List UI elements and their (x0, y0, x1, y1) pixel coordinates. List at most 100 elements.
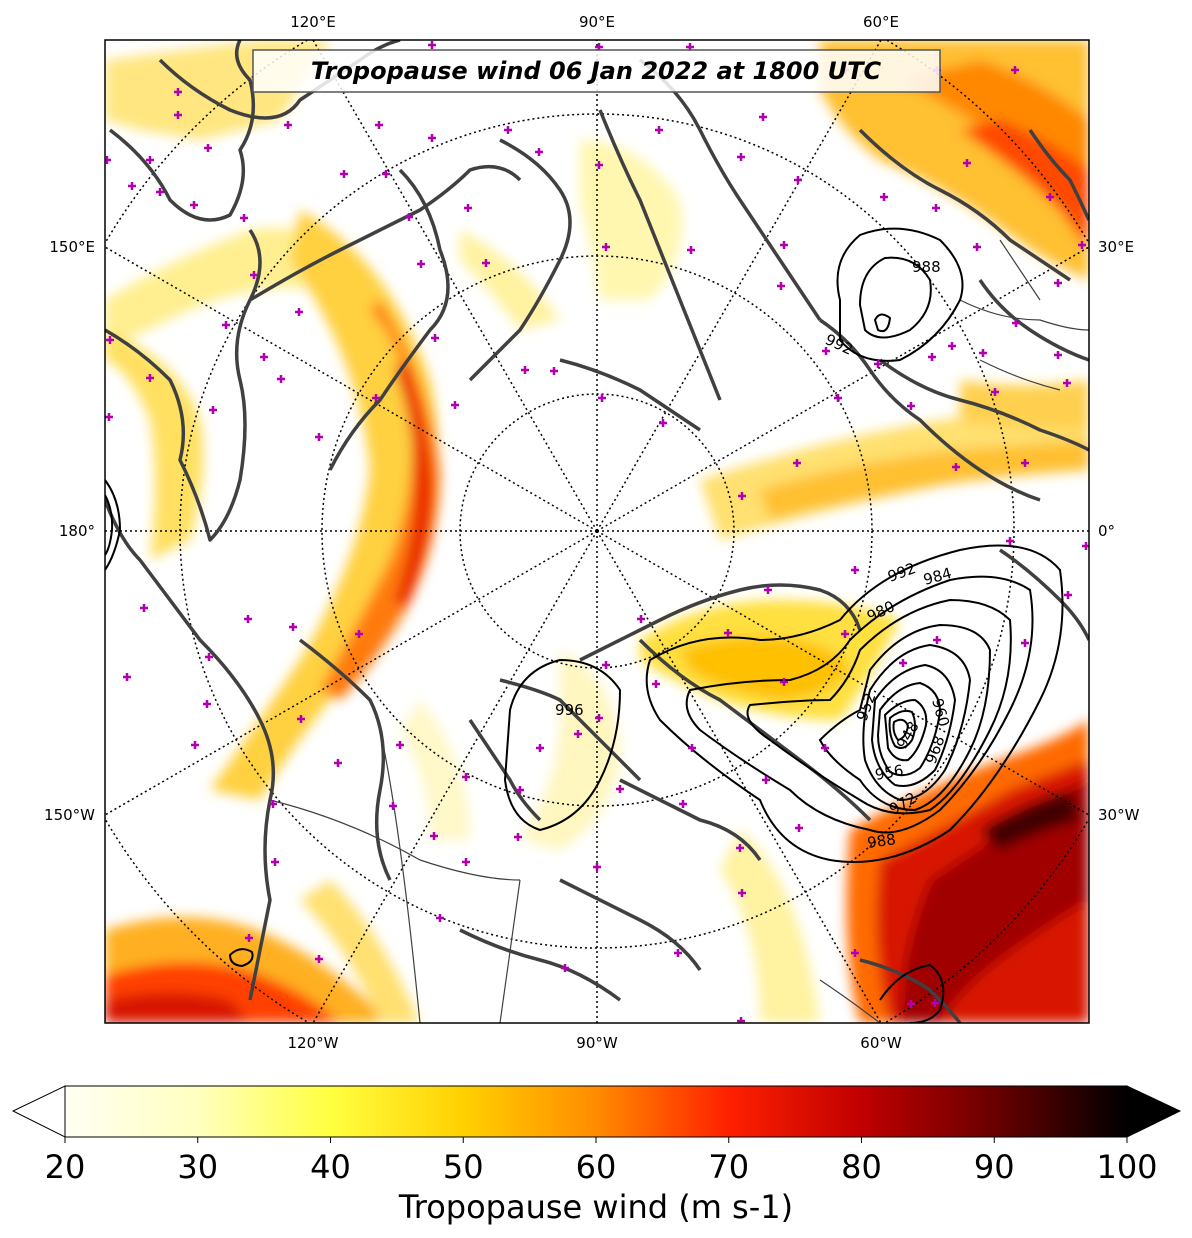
station-marker (462, 773, 470, 781)
longitude-labels: 120°E 90°E 60°E 120°W 90°W 60°W 150°E 18… (44, 13, 1140, 1052)
station-marker (482, 259, 490, 267)
station-marker (372, 394, 380, 402)
colorbar-tick-label: 70 (708, 1148, 749, 1186)
station-marker (931, 999, 939, 1007)
lon-label-bottom: 120°W (288, 1034, 339, 1052)
lon-label-top: 120°E (290, 13, 336, 31)
station-marker (536, 744, 544, 752)
station-marker (382, 170, 390, 178)
station-marker (417, 260, 425, 268)
station-marker (736, 844, 744, 852)
station-marker (260, 353, 268, 361)
station-marker (240, 214, 248, 222)
station-marker (561, 964, 569, 972)
lon-label-right: 30°E (1098, 238, 1134, 256)
station-marker (191, 741, 199, 749)
station-marker (250, 271, 258, 279)
map-title: Tropopause wind 06 Jan 2022 at 1800 UTC (252, 49, 941, 93)
station-marker (128, 182, 136, 190)
station-marker (105, 413, 113, 421)
station-marker (687, 246, 695, 254)
station-marker (674, 949, 682, 957)
station-marker (822, 347, 830, 355)
station-marker (271, 858, 279, 866)
station-marker (1021, 639, 1029, 647)
station-marker (504, 126, 512, 134)
station-marker (602, 661, 610, 669)
station-marker (907, 1000, 915, 1008)
station-marker (963, 159, 971, 167)
station-marker (724, 629, 732, 637)
station-marker (464, 204, 472, 212)
station-marker (932, 204, 940, 212)
station-marker (851, 566, 859, 574)
station-marker (289, 623, 297, 631)
station-marker (574, 730, 582, 738)
station-marker (1054, 351, 1062, 359)
lon-label-left: 150°W (44, 806, 95, 824)
station-marker (516, 786, 524, 794)
lon-label-top: 60°E (863, 13, 899, 31)
contour-label: 956 (874, 761, 905, 784)
station-marker (821, 744, 829, 752)
station-marker (764, 586, 772, 594)
station-marker (795, 824, 803, 832)
station-marker (973, 243, 981, 251)
meridian-lines (105, 40, 1089, 1023)
station-marker (396, 741, 404, 749)
title-text: Tropopause wind 06 Jan 2022 at 1800 UTC (311, 57, 882, 85)
colorbar-tick-label: 40 (310, 1148, 351, 1186)
station-marker (737, 1017, 745, 1023)
station-marker (1006, 537, 1014, 545)
station-marker (880, 193, 888, 201)
station-marker (535, 148, 543, 156)
lon-label-right: 0° (1098, 522, 1115, 540)
station-marker (1078, 241, 1086, 249)
station-marker (738, 492, 746, 500)
station-marker (655, 126, 663, 134)
station-marker (123, 673, 131, 681)
lon-label-bottom: 90°W (576, 1034, 618, 1052)
station-marker (146, 156, 154, 164)
station-marker (933, 636, 941, 644)
station-marker (389, 802, 397, 810)
station-marker (602, 243, 610, 251)
station-marker (174, 111, 182, 119)
station-marker (428, 134, 436, 142)
lon-label-right: 30°W (1098, 806, 1140, 824)
station-marker (156, 188, 164, 196)
map-panel: 988 992 992 984 980 960 952 948 956 968 … (105, 40, 1089, 1023)
lon-label-left: 180° (59, 522, 95, 540)
station-marker (1054, 279, 1062, 287)
station-marker (907, 402, 915, 410)
station-marker (405, 213, 413, 221)
station-marker (105, 156, 111, 164)
station-marker (190, 201, 198, 209)
station-marker (780, 678, 788, 686)
station-marker (431, 334, 439, 342)
station-marker (1011, 66, 1019, 74)
station-marker (462, 858, 470, 866)
station-markers (105, 41, 1089, 1023)
colorbar-ramp (64, 1085, 1128, 1138)
station-marker (355, 630, 363, 638)
station-marker (1046, 193, 1054, 201)
station-marker (277, 375, 285, 383)
colorbar-tick-label: 60 (576, 1148, 617, 1186)
colorbar-tick-label: 50 (443, 1148, 484, 1186)
station-marker (793, 459, 801, 467)
station-marker (688, 744, 696, 752)
station-marker (737, 153, 745, 161)
station-marker (952, 463, 960, 471)
station-marker (659, 419, 667, 427)
station-marker (204, 144, 212, 152)
colorbar-label: Tropopause wind (m s-1) (398, 1188, 793, 1226)
colorbar-tick-label: 90 (974, 1148, 1015, 1186)
station-marker (1064, 591, 1072, 599)
station-marker (948, 342, 956, 350)
station-marker (269, 800, 277, 808)
station-marker (780, 241, 788, 249)
lon-label-top: 90°E (579, 13, 615, 31)
lon-label-left: 150°E (49, 238, 95, 256)
station-marker (593, 863, 601, 871)
